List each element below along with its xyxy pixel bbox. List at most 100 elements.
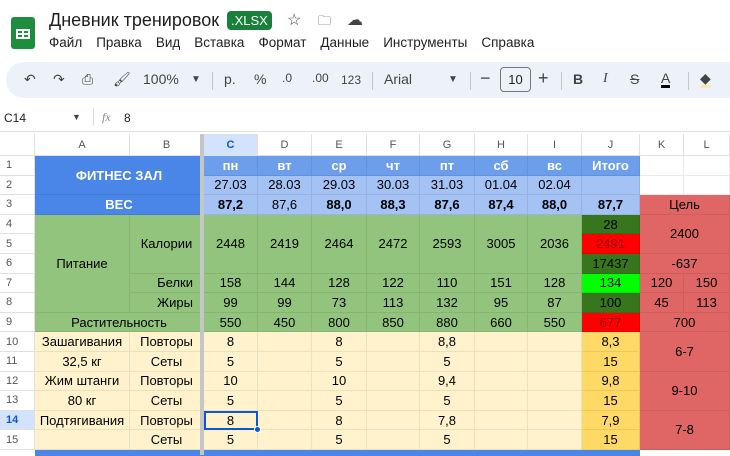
cell-D4[interactable]: 2419 (258, 214, 312, 274)
row-header-3[interactable]: 3 (0, 195, 35, 215)
cell-I9[interactable]: 550 (528, 312, 582, 333)
cell-J11[interactable]: 15 (582, 352, 640, 372)
cell-D12[interactable] (258, 371, 312, 392)
cell-K10[interactable]: 6-7 (640, 332, 730, 372)
cell-F10[interactable] (367, 332, 420, 352)
cell-E8[interactable]: 73 (312, 293, 367, 313)
cell-I7[interactable]: 128 (528, 273, 582, 294)
fill-handle[interactable] (254, 426, 261, 434)
cell-I10[interactable] (528, 332, 582, 352)
cell-C10[interactable]: 8 (204, 332, 258, 352)
number-format-button[interactable]: 123 (341, 73, 362, 87)
cell-H4[interactable]: 3005 (475, 214, 528, 274)
cell-F13[interactable] (367, 391, 420, 411)
row-header-6[interactable]: 6 (0, 254, 35, 274)
cell-C9[interactable]: 550 (204, 312, 258, 333)
cell-K7[interactable]: 120 (640, 273, 684, 294)
cell-E12[interactable]: 10 (312, 371, 367, 392)
cell-G14[interactable]: 7,8 (420, 410, 475, 431)
menu-edit[interactable]: Правка (96, 35, 142, 50)
formula-input[interactable]: 8 (124, 111, 131, 125)
currency-format-button[interactable]: р. (224, 71, 236, 87)
row-header-10[interactable]: 10 (0, 332, 35, 352)
cell-G13[interactable]: 5 (420, 391, 475, 411)
column-header-E[interactable]: E (312, 134, 367, 156)
cell-K3[interactable]: Цель (640, 195, 730, 215)
font-select[interactable]: Arial (384, 71, 413, 87)
cell-I8[interactable]: 87 (528, 293, 582, 313)
cell-G1[interactable]: пт (420, 156, 475, 176)
row-header-11[interactable]: 11 (0, 352, 35, 372)
cell-A10[interactable]: Зашагивания (35, 332, 130, 352)
cell-K8[interactable]: 45 (640, 293, 684, 313)
cell-C2[interactable]: 27.03 (204, 175, 258, 196)
cell-H15[interactable] (475, 430, 528, 450)
cell-D13[interactable] (258, 391, 312, 411)
cell-J4[interactable]: 28 (582, 214, 640, 235)
cell-C15[interactable]: 5 (204, 430, 258, 450)
cell-C12[interactable]: 10 (204, 371, 258, 392)
chevron-down-icon[interactable]: ▼ (448, 74, 458, 85)
menu-file[interactable]: Файл (49, 35, 83, 50)
cell-E1[interactable]: ср (312, 156, 367, 176)
italic-icon[interactable]: I (603, 71, 608, 86)
select-all-corner[interactable] (0, 134, 35, 156)
chevron-down-icon[interactable]: ▼ (191, 74, 201, 85)
cell-K14[interactable]: 7-8 (640, 410, 730, 450)
cell-G2[interactable]: 31.03 (420, 175, 475, 196)
cell-E11[interactable]: 5 (312, 352, 367, 372)
menu-tools[interactable]: Инструменты (383, 35, 468, 50)
cell-J9[interactable]: 677 (582, 312, 640, 333)
chevron-down-icon[interactable]: ▼ (72, 112, 81, 122)
cell-A3[interactable]: ВЕС (35, 195, 204, 215)
cell-D15[interactable] (258, 430, 312, 450)
cell-H2[interactable]: 01.04 (475, 175, 528, 196)
row-header-4[interactable]: 4 (0, 214, 35, 235)
cell-J7[interactable]: 134 (582, 273, 640, 294)
cell-J8[interactable]: 100 (582, 293, 640, 313)
cell-E9[interactable]: 800 (312, 312, 367, 333)
cell-I15[interactable] (528, 430, 582, 450)
column-header-B[interactable]: B (130, 134, 204, 156)
cell-C14[interactable]: 8 (204, 410, 258, 431)
cell-B14[interactable]: Повторы (130, 410, 204, 431)
row-header-9[interactable]: 9 (0, 312, 35, 333)
percent-format-button[interactable]: % (254, 71, 267, 87)
cell-D1[interactable]: вт (258, 156, 312, 176)
cell-J14[interactable]: 7,9 (582, 410, 640, 431)
cell-A14[interactable]: Подтягивания (35, 410, 130, 431)
cell-D8[interactable]: 99 (258, 293, 312, 313)
cell-H13[interactable] (475, 391, 528, 411)
text-color-icon[interactable]: A (661, 70, 671, 88)
decrease-decimal-button[interactable]: .0 (282, 71, 293, 85)
cell-G10[interactable]: 8,8 (420, 332, 475, 352)
cell-B13[interactable]: Сеты (130, 391, 204, 411)
undo-icon[interactable]: ↶ (24, 71, 36, 87)
cell-H11[interactable] (475, 352, 528, 372)
cell-J6[interactable]: 17437 (582, 254, 640, 274)
cell-I2[interactable]: 02.04 (528, 175, 582, 196)
cell-C4[interactable]: 2448 (204, 214, 258, 274)
cell-F15[interactable] (367, 430, 420, 450)
star-icon[interactable]: ☆ (287, 12, 302, 29)
cell-H12[interactable] (475, 371, 528, 392)
cell-A1[interactable]: ФИТНЕС ЗАЛ (35, 156, 204, 196)
zoom-select[interactable]: 100% (143, 71, 179, 87)
cell-I1[interactable]: вс (528, 156, 582, 176)
cell-B15[interactable]: Сеты (130, 430, 204, 450)
row-header-15[interactable]: 15 (0, 430, 35, 450)
column-header-K[interactable]: K (640, 134, 684, 156)
cell-K2[interactable] (640, 175, 684, 196)
cell-E3[interactable]: 88,0 (312, 195, 367, 215)
spreadsheet-grid[interactable]: A B C D E F G H I J K L 1 2 3 4 5 6 7 8 9 10 11 12 13 14 15 ФИТНЕС … (0, 134, 730, 456)
cell-E2[interactable]: 29.03 (312, 175, 367, 196)
cell-G15[interactable]: 5 (420, 430, 475, 450)
column-header-A[interactable]: A (35, 134, 130, 156)
cell-G4[interactable]: 2593 (420, 214, 475, 274)
cell-H8[interactable]: 95 (475, 293, 528, 313)
column-header-L[interactable]: L (684, 134, 730, 156)
cell-L1[interactable] (684, 156, 730, 176)
cell-F1[interactable]: чт (367, 156, 420, 176)
cell-E14[interactable]: 8 (312, 410, 367, 431)
cell-B8[interactable]: Жиры (130, 293, 204, 313)
